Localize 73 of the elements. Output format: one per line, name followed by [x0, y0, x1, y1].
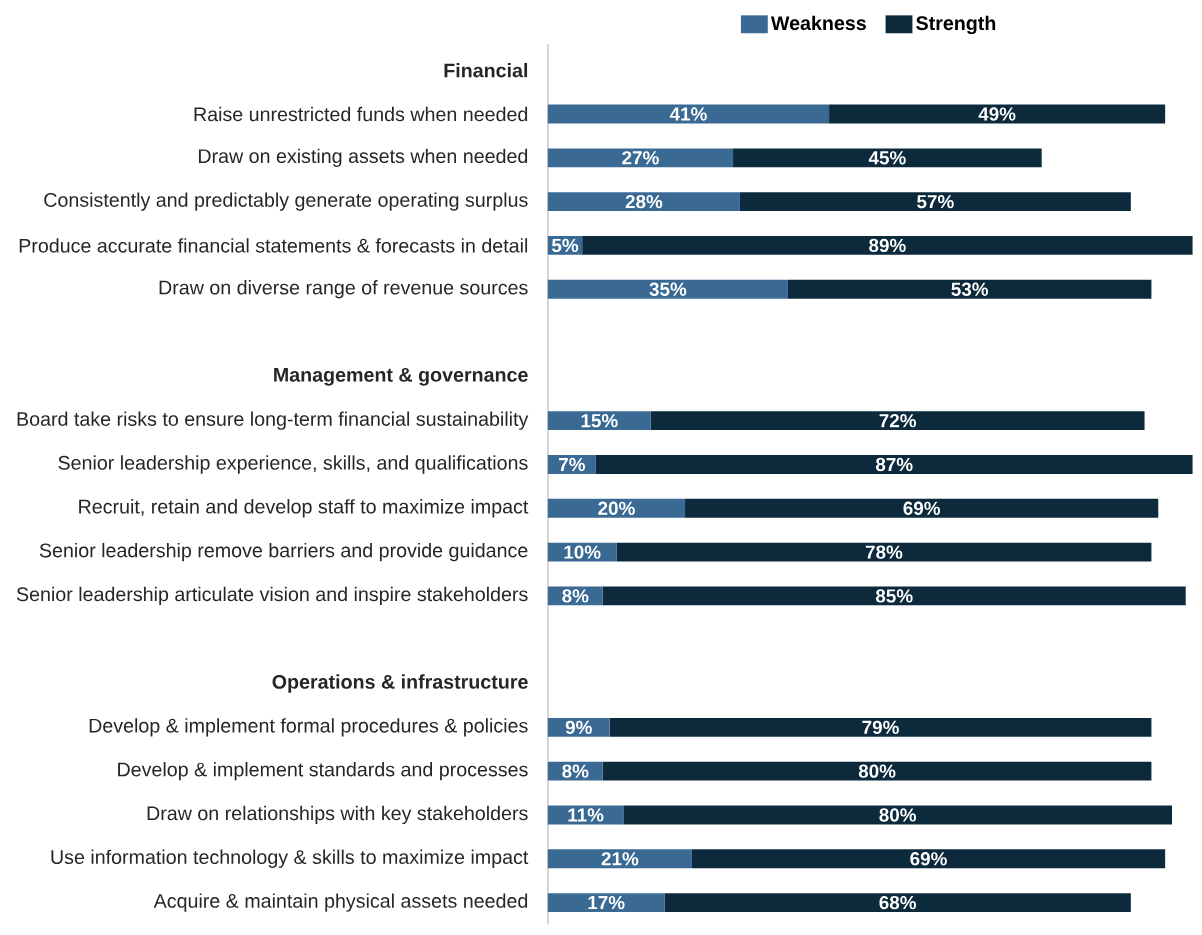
- data-label: 53%: [951, 282, 989, 297]
- bar: [616, 542, 1152, 562]
- bar: [691, 849, 1166, 869]
- bar: [547, 148, 734, 168]
- data-label: 72%: [879, 414, 917, 428]
- y-tick-label: Senior leadership remove barriers and provide guidance: [39, 543, 528, 562]
- y-tick-label: Draw on diverse range of revenue sources: [159, 280, 528, 299]
- y-tick-label: Develop & implement formal procedures & policies: [89, 718, 528, 737]
- data-label: 21%: [601, 852, 639, 866]
- bar: [582, 236, 1193, 256]
- data-label: 8%: [562, 764, 589, 778]
- bar: [547, 411, 651, 431]
- bar: [547, 192, 740, 212]
- data-label: 80%: [879, 808, 917, 822]
- data-label: 78%: [865, 545, 903, 559]
- bar: [602, 586, 1186, 606]
- bar: [787, 279, 1152, 299]
- data-label: 79%: [862, 720, 899, 735]
- bar: [547, 849, 692, 869]
- bar: [829, 104, 1166, 124]
- y-tick-label: Raise unrestricted funds when needed: [194, 106, 528, 122]
- data-label: 69%: [910, 852, 947, 866]
- data-label: 8%: [562, 589, 589, 603]
- y-tick-label: Use information technology & skills to maximize impact: [51, 849, 529, 869]
- y-tick-label: Senior leadership articulate vision and inspire stakeholders: [16, 586, 528, 606]
- bar: [623, 805, 1172, 825]
- data-label: 11%: [568, 808, 604, 822]
- bar: [547, 104, 830, 124]
- data-label: 69%: [903, 501, 941, 516]
- bar: [602, 761, 1152, 781]
- data-label: 85%: [875, 589, 913, 603]
- bar: [595, 455, 1193, 475]
- y-tick-label: Recruit, retain and develop staff to maximize impact: [79, 499, 529, 518]
- data-label: 57%: [917, 195, 954, 209]
- bar: [650, 411, 1145, 431]
- data-label: 5%: [551, 238, 579, 253]
- data-label: 17%: [588, 896, 625, 910]
- data-label: 9%: [565, 720, 592, 735]
- data-label: 28%: [625, 195, 663, 209]
- data-label: 89%: [869, 238, 906, 253]
- bar: [609, 718, 1152, 737]
- data-label: 45%: [868, 151, 906, 165]
- y-tick-label: Financial: [444, 63, 528, 78]
- bar: [547, 279, 788, 299]
- data-label: 80%: [858, 764, 896, 778]
- bar: [733, 148, 1042, 168]
- legend-label: Weakness: [770, 15, 866, 31]
- data-label: 7%: [559, 458, 586, 472]
- data-label: 87%: [875, 457, 913, 472]
- y-tick-label: Draw on existing assets when needed: [198, 148, 528, 168]
- y-tick-label: Board take risks to ensure long-term financial sustainability: [17, 411, 529, 430]
- data-label: 68%: [879, 896, 917, 910]
- data-label: 15%: [581, 414, 618, 428]
- bar: [547, 499, 686, 518]
- bar: [685, 499, 1159, 518]
- bar: [547, 893, 665, 913]
- y-tick-label: Operations & infrastructure: [272, 674, 528, 693]
- legend-label: Strength: [916, 15, 996, 35]
- y-tick-label: Consistently and predictably generate operating surplus: [44, 192, 528, 211]
- data-label: 20%: [598, 501, 635, 516]
- data-label: 10%: [564, 545, 601, 559]
- y-tick-label: Develop & implement standards and processes: [118, 762, 528, 781]
- data-label: 41%: [669, 107, 707, 121]
- y-tick-label: Senior leadership experience, skills, and qualifications: [58, 455, 528, 474]
- y-tick-label: Management & governance: [274, 368, 528, 386]
- y-tick-label: Produce accurate financial statements & forecasts in detail: [19, 238, 528, 253]
- data-label: 35%: [649, 282, 687, 297]
- bar: [664, 893, 1131, 913]
- y-tick-label: Draw on relationships with key stakeholders: [147, 805, 528, 825]
- bar: [739, 192, 1131, 212]
- data-label: 49%: [978, 107, 1016, 121]
- data-label: 27%: [622, 151, 659, 165]
- y-tick-label: Acquire & maintain physical assets needed: [153, 893, 528, 912]
